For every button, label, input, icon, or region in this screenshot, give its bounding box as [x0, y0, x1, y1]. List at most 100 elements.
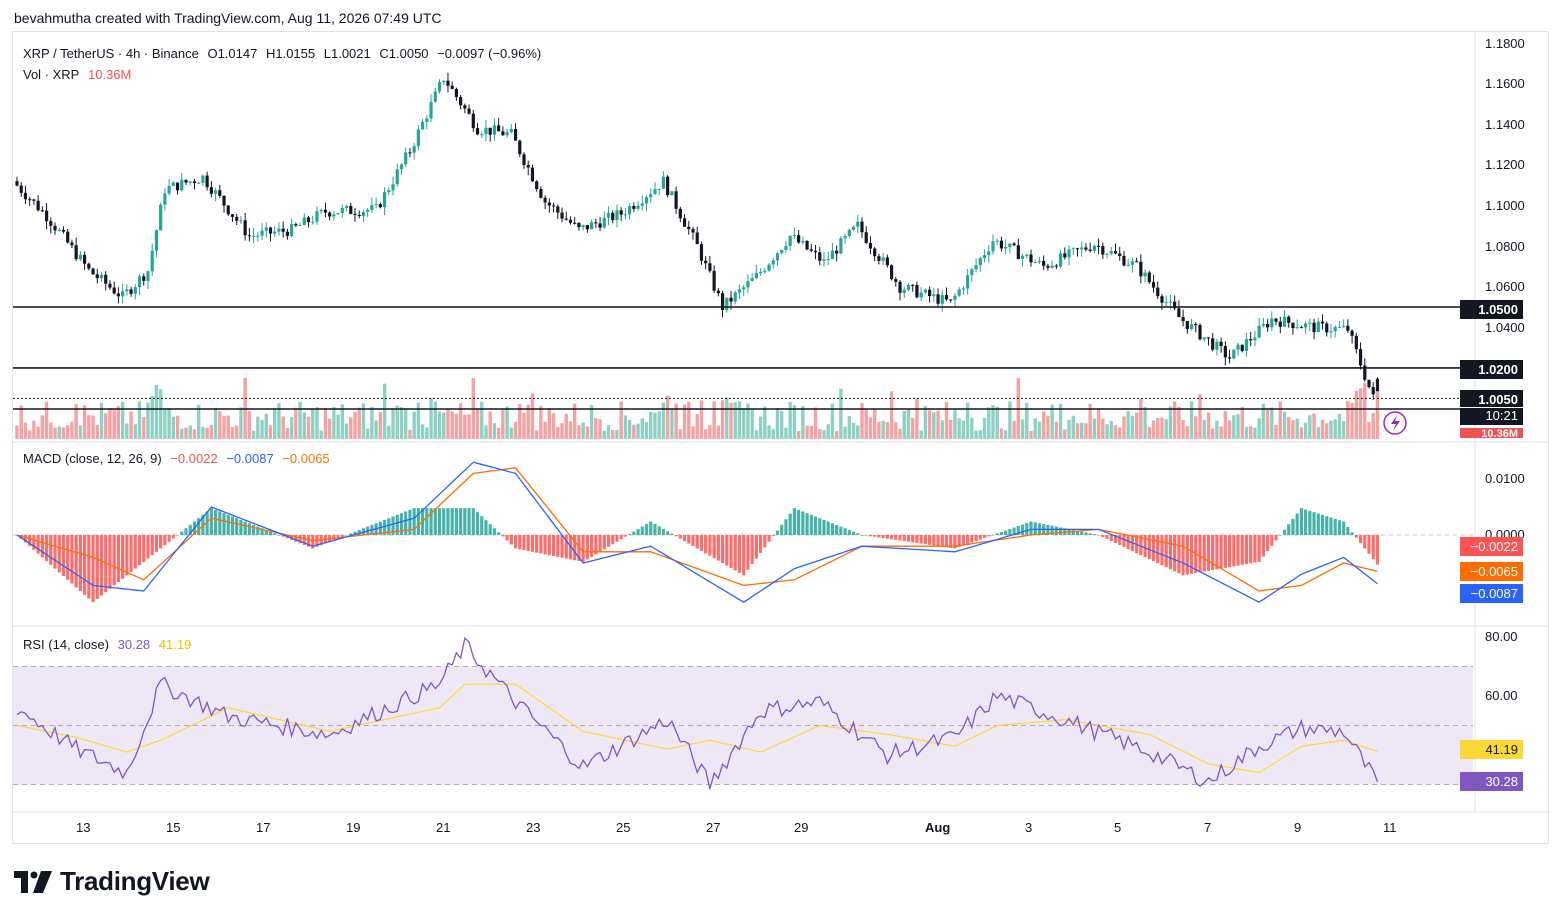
- macd-histogram-bar: [551, 535, 556, 556]
- candle-body: [412, 146, 416, 153]
- candle-body: [792, 235, 796, 237]
- volume-bar: [1358, 388, 1363, 439]
- chart-canvas[interactable]: [13, 32, 1550, 845]
- macd-histogram-bar: [1206, 535, 1211, 571]
- candle-body: [1063, 253, 1067, 258]
- macd-histogram-bar: [678, 535, 682, 539]
- macd-histogram-bar: [602, 535, 606, 550]
- candle-body: [699, 244, 704, 261]
- candle-body: [573, 222, 577, 224]
- macd-histogram-bar: [1139, 535, 1143, 556]
- volume-bar: [919, 430, 923, 439]
- volume-bar: [1029, 430, 1033, 439]
- macd-histogram-bar: [594, 535, 598, 555]
- macd-histogram-bar: [826, 521, 830, 535]
- candle-body: [839, 238, 843, 254]
- volume-bar: [1096, 409, 1101, 439]
- candle-body: [154, 230, 159, 251]
- macd-histogram-bar: [1350, 532, 1354, 535]
- macd-histogram-bar: [391, 516, 395, 535]
- candle-body: [564, 218, 568, 220]
- macd-histogram-bar: [32, 535, 36, 550]
- macd-histogram-bar: [121, 535, 125, 579]
- last-price-tag[interactable]: 1.0050: [1460, 390, 1523, 407]
- macd-histogram-bar: [966, 535, 970, 544]
- macd-histogram-bar: [108, 535, 112, 589]
- level-tag-1050[interactable]: 1.0500: [1460, 300, 1523, 319]
- volume-bar: [15, 425, 19, 439]
- time-tick: 13: [76, 820, 91, 835]
- macd-histogram-bar: [995, 533, 999, 535]
- volume-bar: [1139, 398, 1143, 439]
- candle-body: [57, 229, 61, 231]
- volume-bar: [813, 407, 818, 439]
- candle-body: [344, 205, 349, 208]
- macd-histogram-bar: [1287, 524, 1291, 535]
- macd-histogram-bar: [442, 508, 446, 535]
- volume-bar: [1227, 420, 1232, 439]
- tradingview-logo[interactable]: TradingView: [14, 866, 210, 897]
- volume-bar: [218, 411, 222, 439]
- candle-body: [974, 265, 978, 270]
- macd-histogram-bar: [222, 513, 226, 535]
- volume-bar: [387, 425, 391, 439]
- macd-histogram-bar: [813, 516, 818, 535]
- candle-body: [357, 214, 361, 216]
- volume-bar: [404, 408, 408, 439]
- macd-histogram-bar: [1088, 533, 1092, 535]
- volume-bar: [771, 428, 775, 439]
- candle-body: [49, 221, 53, 226]
- macd-histogram-bar: [851, 531, 856, 535]
- candle-body: [733, 292, 737, 302]
- macd-label[interactable]: MACD (close, 12, 26, 9): [23, 451, 162, 466]
- macd-histogram-bar: [1232, 535, 1236, 567]
- volume-bar: [357, 407, 361, 439]
- volume-bar: [792, 405, 797, 439]
- volume-bar: [1025, 402, 1029, 439]
- candle-body: [856, 221, 860, 227]
- rsi-label[interactable]: RSI (14, close): [23, 637, 109, 652]
- macd-histogram-bar: [209, 508, 213, 535]
- volume-bar: [1291, 420, 1295, 439]
- candle-body: [682, 218, 687, 227]
- candle-body: [1215, 341, 1219, 350]
- candle-body: [551, 205, 556, 207]
- level-tag-1020[interactable]: 1.0200: [1460, 360, 1523, 379]
- ohlc-high: H1.0155: [265, 46, 316, 61]
- volume-bar: [1147, 427, 1151, 439]
- volume-bar: [74, 404, 78, 439]
- volume-bar: [1282, 411, 1287, 439]
- volume-label[interactable]: Vol · XRP: [23, 67, 80, 82]
- macd-histogram-bar: [1118, 535, 1122, 546]
- candle-body: [949, 299, 953, 301]
- macd-histogram-bar: [1168, 535, 1173, 570]
- macd-histogram-bar: [759, 535, 763, 553]
- macd-histogram-bar: [1236, 535, 1240, 566]
- macd-histogram-bar: [691, 535, 695, 546]
- volume-bar: [885, 421, 890, 439]
- macd-histogram-bar: [716, 535, 720, 561]
- volume-bar: [1185, 426, 1190, 439]
- volume-bar: [1257, 418, 1261, 439]
- symbol-label[interactable]: XRP / TetherUS · 4h · Binance: [23, 46, 199, 61]
- candle-body: [640, 203, 644, 206]
- volume-bar: [564, 413, 568, 439]
- candle-body: [1194, 324, 1198, 326]
- macd-histogram-bar: [167, 535, 171, 542]
- candle-body: [539, 189, 543, 198]
- candle-body: [1316, 321, 1320, 333]
- macd-histogram-bar: [843, 528, 847, 535]
- volume-bar: [184, 427, 188, 439]
- candle-body: [1249, 339, 1253, 341]
- macd-histogram-bar: [885, 535, 889, 539]
- volume-bar: [1329, 420, 1333, 439]
- candle-body: [619, 210, 623, 215]
- macd-histogram-bar: [881, 535, 885, 539]
- volume-bar: [889, 391, 894, 439]
- macd-histogram-bar: [556, 535, 560, 557]
- candle-body: [1151, 282, 1156, 288]
- chart-frame[interactable]: XRP / TetherUS · 4h · Binance O1.0147 H1…: [12, 31, 1550, 845]
- volume-bar: [695, 413, 699, 439]
- price-tick: 1.1000: [1485, 198, 1525, 213]
- candle-body: [319, 209, 323, 212]
